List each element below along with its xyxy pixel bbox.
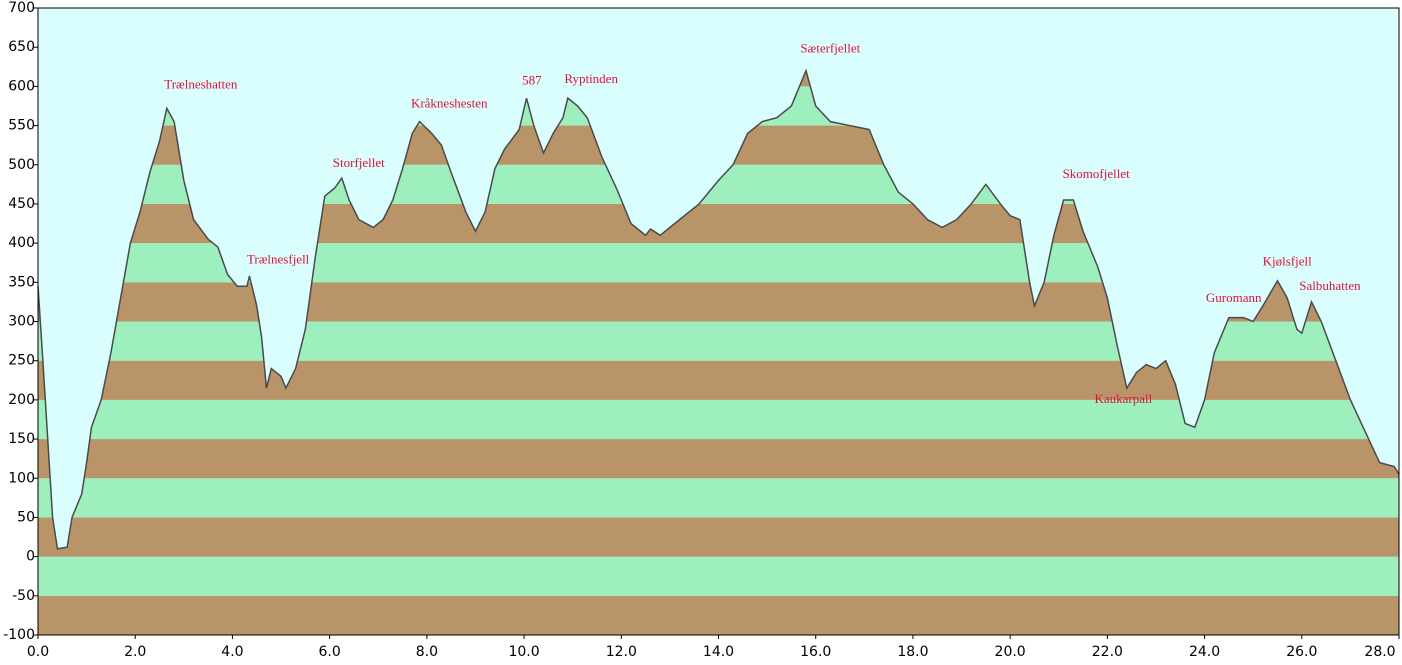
peak-label: Kaukarpall	[1095, 391, 1153, 406]
y-tick-label: 450	[8, 196, 35, 212]
elevation-band	[38, 556, 1399, 596]
y-tick-label: 300	[8, 314, 35, 330]
y-tick-label: -50	[12, 588, 35, 604]
peak-label: Trælneshatten	[164, 77, 238, 92]
y-tick-label: 600	[8, 78, 35, 94]
x-tick-label: 14.0	[703, 644, 734, 660]
y-tick-label: 250	[8, 353, 35, 369]
peak-label: Kråkneshesten	[411, 95, 488, 110]
y-tick-label: -100	[3, 627, 35, 643]
y-tick-label: 550	[8, 118, 35, 134]
peak-label: Guromann	[1206, 290, 1262, 305]
elevation-band	[38, 595, 1399, 635]
y-tick-label: 0	[26, 549, 35, 565]
x-tick-label: 6.0	[319, 644, 341, 660]
elevation-band	[38, 439, 1399, 479]
peak-label: Kjølsfjell	[1263, 254, 1312, 269]
x-tick-label: 4.0	[221, 644, 243, 660]
x-tick-label: 12.0	[606, 644, 637, 660]
peak-label: Storfjellet	[333, 155, 385, 170]
x-tick-label: 16.0	[800, 644, 831, 660]
peak-label: Trælnesfjell	[247, 251, 310, 266]
peak-label: Sæterfjellet	[800, 41, 860, 56]
x-tick-label: 0.0	[27, 644, 49, 660]
y-tick-label: 50	[17, 509, 35, 525]
y-tick-label: 200	[8, 392, 35, 408]
y-tick-label: 500	[8, 157, 35, 173]
elevation-band	[38, 399, 1399, 440]
y-tick-label: 400	[8, 235, 35, 251]
y-tick-label: 650	[8, 39, 35, 55]
x-tick-label: 10.0	[508, 644, 539, 660]
x-tick-label: 26.0	[1286, 644, 1317, 660]
x-tick-label: 2.0	[124, 644, 146, 660]
x-tick-label: 18.0	[897, 644, 928, 660]
x-tick-label: 28.0	[1364, 644, 1395, 660]
elevation-band	[38, 517, 1399, 557]
y-tick-label: 700	[8, 0, 35, 16]
x-tick-label: 8.0	[416, 644, 438, 660]
profile-line	[37, 68, 1400, 550]
elevation-band	[38, 478, 1399, 518]
peak-label: Ryptinden	[564, 71, 618, 86]
peak-label: Skomofjellet	[1063, 166, 1131, 181]
y-tick-label: 350	[8, 274, 35, 290]
y-tick-label: 100	[8, 470, 35, 486]
x-tick-label: 22.0	[1092, 644, 1123, 660]
y-tick-label: 150	[8, 431, 35, 447]
x-tick-label: 24.0	[1189, 644, 1220, 660]
peak-label: 587	[522, 73, 542, 88]
peak-label: Salbuhatten	[1299, 278, 1361, 293]
x-tick-label: 20.0	[995, 644, 1026, 660]
